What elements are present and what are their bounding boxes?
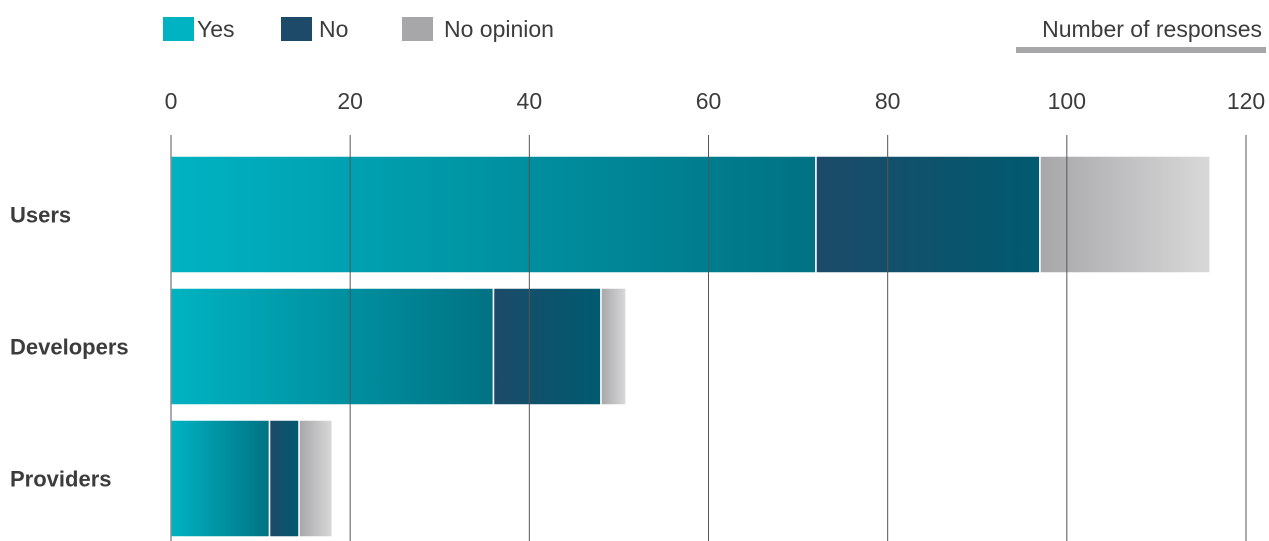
category-label-providers: Providers [10, 467, 112, 492]
x-tick-label-20: 20 [337, 88, 363, 114]
x-tick-label-0: 0 [165, 88, 178, 114]
x-tick-labels: 0 20 40 60 80 100 120 [165, 88, 1266, 114]
gridlines [170, 135, 1247, 541]
axis-title-group: Number of responses [1016, 16, 1266, 53]
bar-developers-no [492, 287, 602, 406]
legend-swatch-yes [163, 17, 194, 41]
x-tick-label-60: 60 [696, 88, 722, 114]
legend-swatch-no [281, 17, 312, 41]
x-tick-label-40: 40 [517, 88, 543, 114]
category-labels: Users Developers Providers [10, 203, 129, 492]
legend-label-no-opinion: No opinion [444, 16, 554, 42]
x-tick-label-100: 100 [1048, 88, 1086, 114]
x-tick-label-80: 80 [875, 88, 901, 114]
bar-users-yes [170, 155, 817, 274]
legend-label-yes: Yes [197, 16, 235, 42]
x-axis-title: Number of responses [1042, 16, 1262, 42]
category-label-users: Users [10, 203, 71, 228]
bar-providers-no [268, 419, 300, 538]
category-label-developers: Developers [10, 335, 129, 360]
x-tick-label-120: 120 [1227, 88, 1265, 114]
bar-developers-yes [170, 287, 495, 406]
legend-swatch-no-opinion [402, 17, 433, 41]
bars [170, 155, 1211, 538]
bar-users-no-opinion [1039, 155, 1211, 274]
bar-users-no [815, 155, 1041, 274]
legend: Yes No No opinion [163, 16, 554, 42]
legend-label-no: No [319, 16, 348, 42]
bar-providers-no-opinion [298, 419, 334, 538]
bar-developers-no-opinion [600, 287, 627, 406]
bar-providers-yes [170, 419, 271, 538]
x-axis-title-underline [1016, 47, 1266, 53]
